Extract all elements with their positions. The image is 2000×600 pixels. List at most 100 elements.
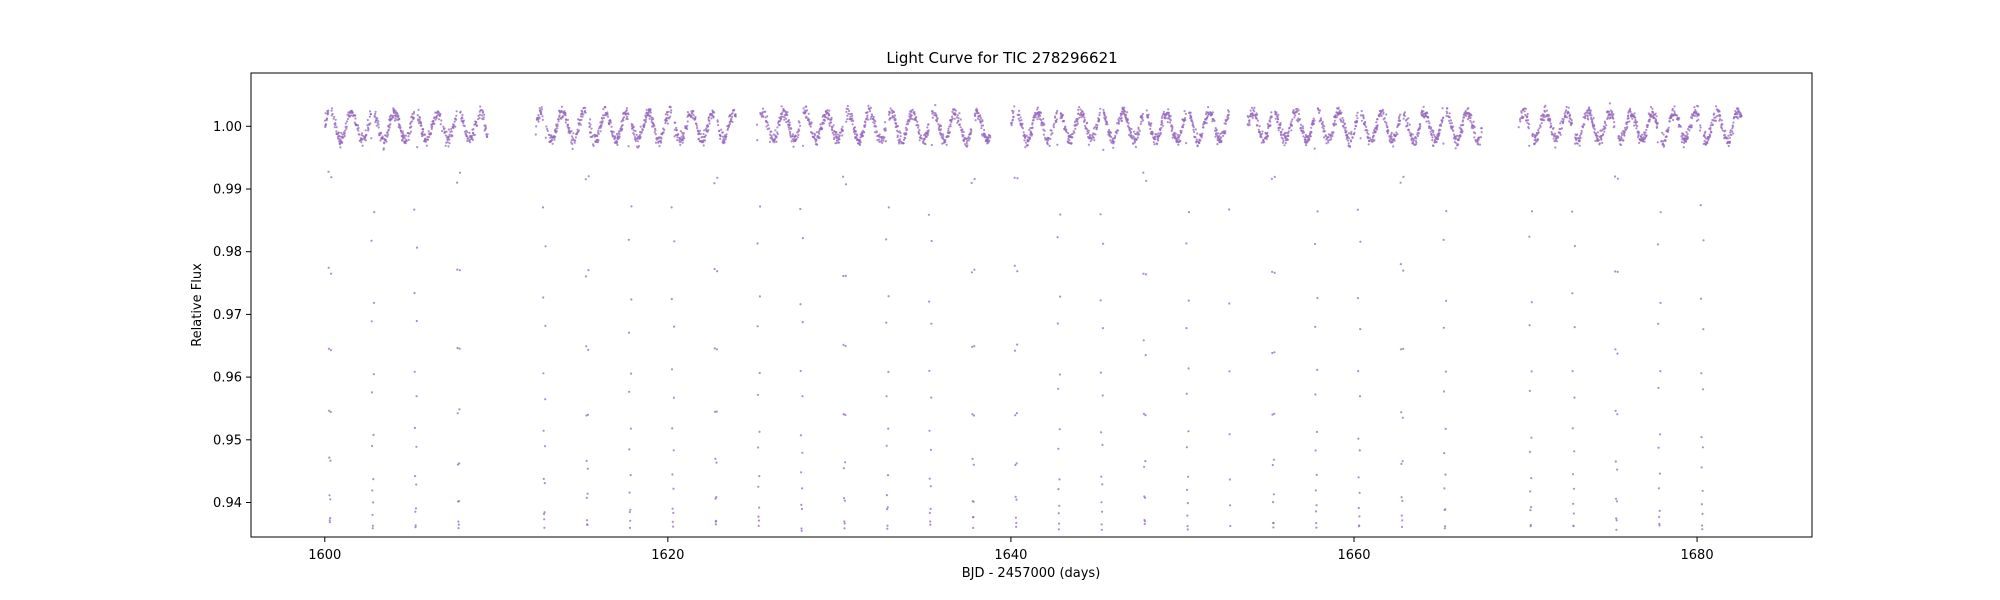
data-point [447,145,450,148]
data-point [1622,139,1625,142]
data-point [1530,436,1533,439]
data-point [564,112,567,115]
data-point [1453,133,1456,136]
data-point [1726,137,1729,140]
data-point [874,125,877,128]
data-point [589,118,592,121]
data-point [714,523,718,526]
data-point [1611,110,1614,113]
data-point [403,137,406,140]
data-point [625,109,628,112]
data-point [1186,502,1189,505]
data-point [332,117,335,120]
data-point [722,137,725,140]
data-point [649,108,652,111]
data-point [878,138,881,141]
data-point [773,141,776,144]
data-point [780,118,783,121]
data-point [1010,124,1013,127]
data-point [1040,118,1043,122]
data-point [1470,114,1473,117]
data-point [616,140,619,143]
data-point [1673,110,1676,113]
data-point [1375,128,1378,131]
data-point [786,111,789,114]
data-point [538,107,541,110]
data-point [861,134,865,138]
data-point [1068,139,1071,142]
data-point [1733,115,1736,119]
data-point [1593,128,1596,131]
data-point [844,344,847,348]
data-point [398,124,401,127]
data-point [718,129,721,132]
data-point [675,129,678,132]
data-point [1694,108,1697,112]
data-point [1407,117,1410,120]
data-point [1444,370,1447,373]
data-point [1308,138,1311,141]
data-point [439,113,442,116]
data-point [1168,116,1171,119]
data-point [409,130,413,133]
data-point [863,131,866,134]
data-point [1356,111,1359,114]
data-point [586,413,590,416]
data-point [606,115,610,118]
data-point [980,117,983,120]
data-point [1298,118,1301,121]
data-point [1229,504,1232,507]
data-point [337,131,340,134]
data-point [557,118,560,121]
data-point [801,321,804,324]
data-point [328,494,331,497]
data-point [1686,136,1689,139]
data-point [609,121,612,124]
data-point [724,138,727,141]
data-point [566,118,570,121]
data-point [1342,124,1345,127]
data-point [755,123,759,126]
data-point [534,133,537,136]
data-point [1205,122,1208,125]
data-point [1474,132,1477,135]
data-point [368,115,371,118]
data-point [788,128,791,131]
data-point [1376,125,1379,129]
data-point [1642,136,1645,139]
data-point [413,208,416,211]
data-point [1270,111,1273,114]
data-point [886,508,889,511]
data-point [1479,136,1482,139]
data-point [585,519,589,522]
data-point [1554,146,1557,149]
data-point [1402,347,1405,350]
data-point [669,111,673,114]
data-point [1014,495,1017,498]
data-point [1152,141,1155,144]
data-point [553,138,556,141]
data-point [1102,242,1105,245]
data-point [446,141,449,144]
data-point [1315,473,1318,476]
data-point [936,117,939,120]
data-point [931,116,934,119]
data-point [939,128,943,131]
data-point [654,133,657,136]
data-point [1337,106,1340,109]
data-point [1731,125,1735,128]
data-point [1658,515,1661,519]
data-point [1351,136,1354,139]
data-point [1269,124,1272,127]
data-point [1203,121,1207,125]
data-point [542,477,545,480]
data-point [830,116,833,119]
data-point [886,524,889,527]
data-point [674,121,677,124]
data-point [1612,113,1615,116]
data-point [1288,126,1291,129]
data-point [1312,117,1315,120]
data-point [437,111,440,114]
data-point [1559,133,1562,136]
data-point [887,206,890,209]
